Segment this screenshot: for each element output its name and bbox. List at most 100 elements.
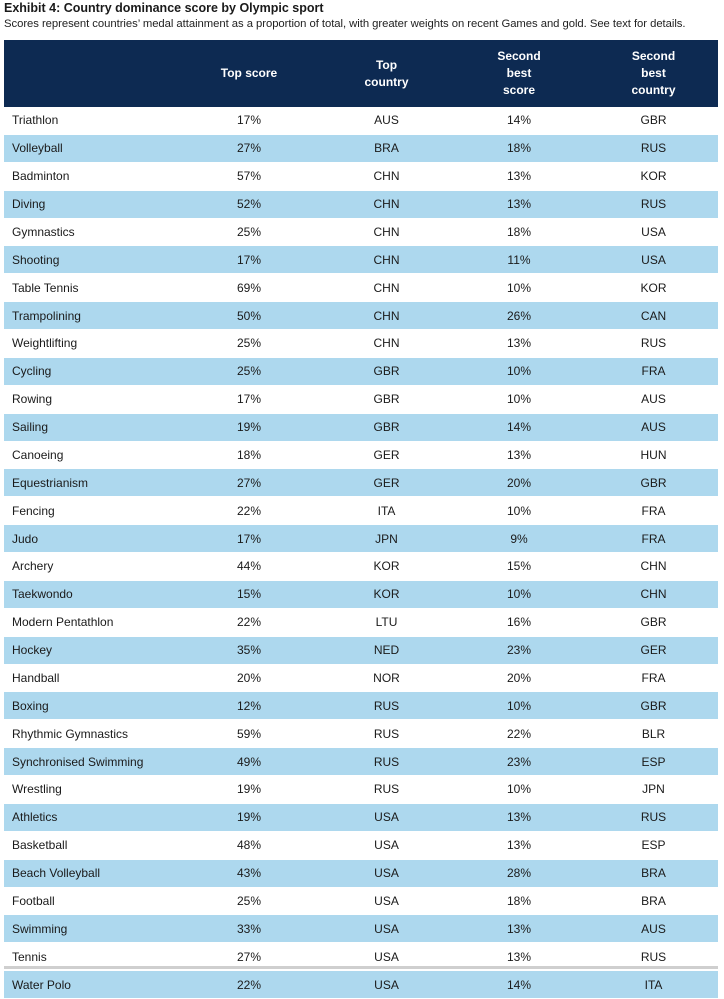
sport-cell: Table Tennis [4,273,174,303]
second-country-cell: ESP [589,747,718,776]
top-country-cell: KOR [324,552,449,581]
table-row: Rowing 17% GBR 10% AUS [4,385,718,414]
second-country-cell: FRA [589,664,718,693]
sport-cell: Taekwondo [4,580,174,609]
top-score-cell: 50% [174,301,324,330]
second-country-cell: USA [589,245,718,275]
sport-cell: Rhythmic Gymnastics [4,719,174,749]
top-country-cell: USA [324,970,449,999]
second-score-cell: 22% [449,719,589,749]
second-country-cell: AUS [589,914,718,944]
table-row: Weightlifting 25% CHN 13% RUS [4,329,718,358]
table-header: Top score Top country Second best score … [4,40,718,107]
second-score-cell: 13% [449,831,589,860]
sport-cell: Football [4,887,174,916]
second-country-cell: GBR [589,107,718,135]
second-country-cell: FRA [589,357,718,386]
top-country-cell: USA [324,831,449,860]
table-row: Volleyball 27% BRA 18% RUS [4,134,718,163]
second-country-cell: BLR [589,719,718,749]
second-score-cell: 18% [449,218,589,247]
top-score-cell: 18% [174,441,324,470]
sport-cell: Canoeing [4,441,174,470]
sport-cell: Diving [4,190,174,219]
second-country-cell: JPN [589,775,718,804]
top-score-cell: 25% [174,329,324,358]
second-country-cell: ITA [589,970,718,999]
second-score-cell: 15% [449,552,589,581]
table-row: Synchronised Swimming 49% RUS 23% ESP [4,747,718,776]
second-country-cell: GBR [589,691,718,721]
top-country-cell: CHN [324,218,449,247]
top-score-cell: 19% [174,413,324,442]
top-country-cell: NED [324,636,449,665]
top-country-cell: RUS [324,747,449,776]
top-country-cell: USA [324,803,449,832]
top-score-cell: 43% [174,859,324,888]
second-country-cell: USA [589,218,718,247]
bottom-rule [4,966,718,969]
table-row: Rhythmic Gymnastics 59% RUS 22% BLR [4,719,718,749]
top-country-cell: USA [324,914,449,944]
table-row: Sailing 19% GBR 14% AUS [4,413,718,442]
top-country-cell: GBR [324,357,449,386]
top-score-cell: 25% [174,218,324,247]
sport-cell: Hockey [4,636,174,665]
top-score-cell: 17% [174,245,324,275]
table-row: Swimming 33% USA 13% AUS [4,914,718,944]
sport-cell: Badminton [4,162,174,191]
table-row: Judo 17% JPN 9% FRA [4,524,718,553]
second-score-cell: 20% [449,664,589,693]
sport-cell: Triathlon [4,107,174,135]
table-row: Beach Volleyball 43% USA 28% BRA [4,859,718,888]
table-row: Canoeing 18% GER 13% HUN [4,441,718,470]
top-score-cell: 17% [174,524,324,553]
second-score-cell: 14% [449,107,589,135]
top-country-cell: GER [324,468,449,498]
table-row: Modern Pentathlon 22% LTU 16% GBR [4,608,718,637]
second-country-cell: RUS [589,329,718,358]
top-country-cell: BRA [324,134,449,163]
table-row: Shooting 17% CHN 11% USA [4,245,718,275]
top-country-cell: RUS [324,775,449,804]
top-score-cell: 17% [174,107,324,135]
second-country-cell: GER [589,636,718,665]
sport-cell: Shooting [4,245,174,275]
second-country-cell: GBR [589,608,718,637]
second-score-cell: 18% [449,887,589,916]
top-country-cell: GER [324,441,449,470]
table-body: Triathlon 17% AUS 14% GBR Volleyball 27% BRA 18%… [4,107,718,999]
second-country-cell: FRA [589,496,718,526]
second-score-cell: 13% [449,914,589,944]
second-score-cell: 10% [449,385,589,414]
sport-cell: Archery [4,552,174,581]
sport-cell: Judo [4,524,174,553]
second-country-cell: RUS [589,803,718,832]
table-row: Taekwondo 15% KOR 10% CHN [4,580,718,609]
top-score-cell: 12% [174,691,324,721]
top-score-cell: 25% [174,357,324,386]
sport-cell: Swimming [4,914,174,944]
header-sport [4,40,174,107]
table-row: Water Polo 22% USA 14% ITA [4,970,718,999]
second-score-cell: 13% [449,329,589,358]
second-score-cell: 13% [449,162,589,191]
top-score-cell: 35% [174,636,324,665]
table-row: Fencing 22% ITA 10% FRA [4,496,718,526]
top-country-cell: CHN [324,273,449,303]
top-country-cell: RUS [324,691,449,721]
table-row: Athletics 19% USA 13% RUS [4,803,718,832]
table-row: Football 25% USA 18% BRA [4,887,718,916]
sport-cell: Beach Volleyball [4,859,174,888]
top-country-cell: CHN [324,301,449,330]
second-country-cell: ESP [589,831,718,860]
second-score-cell: 16% [449,608,589,637]
sport-cell: Volleyball [4,134,174,163]
sport-cell: Rowing [4,385,174,414]
header-top-score: Top score [174,40,324,107]
table-row: Hockey 35% NED 23% GER [4,636,718,665]
top-score-cell: 52% [174,190,324,219]
table-row: Badminton 57% CHN 13% KOR [4,162,718,191]
top-country-cell: GBR [324,413,449,442]
top-country-cell: NOR [324,664,449,693]
